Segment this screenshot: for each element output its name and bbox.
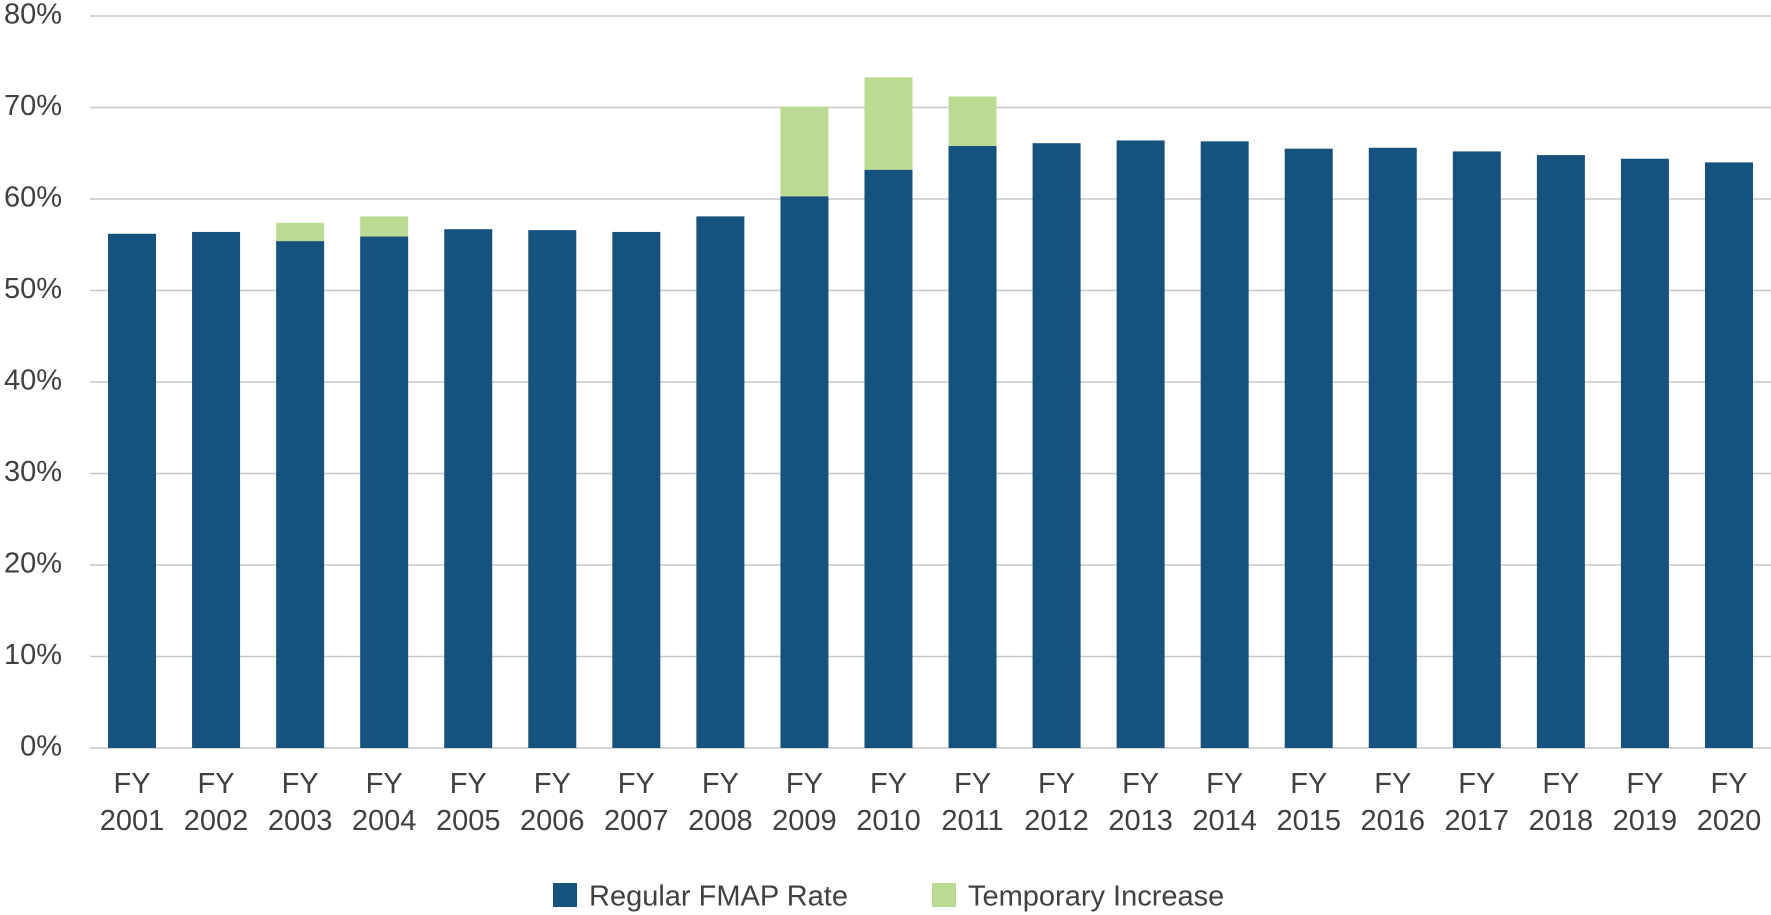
legend-swatch bbox=[553, 883, 577, 907]
bar-segment bbox=[1284, 148, 1333, 749]
bar-segment bbox=[1032, 143, 1081, 748]
x-tick-label: FY 2014 bbox=[1192, 768, 1257, 837]
x-tick-label: FY 2010 bbox=[856, 768, 921, 837]
bar-segment bbox=[1368, 147, 1417, 748]
x-tick-label: FY 2013 bbox=[1108, 768, 1173, 837]
y-tick-label: 20% bbox=[4, 548, 62, 580]
x-tick-label: FY 2006 bbox=[520, 768, 585, 837]
x-tick-label: FY 2009 bbox=[772, 768, 837, 837]
bar-segment bbox=[948, 96, 997, 146]
x-tick-label: FY 2005 bbox=[435, 768, 501, 837]
bar-segment bbox=[360, 216, 409, 237]
x-tick-label: FY 2001 bbox=[99, 768, 165, 837]
bar-segment bbox=[864, 77, 913, 170]
bar-segment bbox=[696, 216, 745, 748]
bar-segment bbox=[1536, 155, 1585, 748]
y-tick-label: 80% bbox=[4, 0, 62, 31]
bar-segment bbox=[612, 231, 661, 748]
y-tick-label: 0% bbox=[20, 731, 62, 763]
x-tick-label: FY 2016 bbox=[1360, 768, 1426, 837]
x-tick-label: FY 2011 bbox=[941, 768, 1004, 837]
y-tick-label: 40% bbox=[4, 365, 62, 397]
x-tick-label: FY 2018 bbox=[1528, 768, 1594, 837]
bar-segment bbox=[1704, 162, 1753, 748]
x-tick-label: FY 2007 bbox=[604, 768, 669, 837]
bar-segment bbox=[1116, 140, 1165, 748]
bar-segment bbox=[276, 222, 325, 242]
y-tick-label: 70% bbox=[4, 90, 62, 122]
bar-segment bbox=[360, 236, 409, 748]
x-tick-label: FY 2012 bbox=[1024, 768, 1089, 837]
x-tick-label: FY 2020 bbox=[1696, 768, 1762, 837]
bar-segment bbox=[1452, 151, 1501, 749]
x-tick-label: FY 2015 bbox=[1276, 768, 1341, 837]
x-tick-label: FY 2017 bbox=[1444, 768, 1510, 837]
bar-segment bbox=[1200, 141, 1249, 749]
y-tick-label: 60% bbox=[4, 182, 62, 214]
y-tick-label: 30% bbox=[4, 456, 62, 488]
bar-segment bbox=[528, 230, 577, 749]
bar-segment bbox=[444, 229, 493, 748]
bar-segment bbox=[192, 231, 241, 748]
bar-segment bbox=[780, 106, 829, 197]
bar-segment bbox=[108, 233, 157, 748]
legend-swatch bbox=[932, 883, 956, 907]
y-tick-label: 50% bbox=[4, 273, 62, 305]
bar-segment bbox=[948, 145, 997, 748]
legend-label: Regular FMAP Rate bbox=[589, 881, 848, 913]
x-tick-label: FY 2002 bbox=[183, 768, 249, 837]
bar-segment bbox=[276, 241, 325, 748]
bar-segment bbox=[1620, 158, 1669, 749]
legend-label: Temporary Increase bbox=[968, 881, 1224, 913]
bar-segment bbox=[780, 196, 829, 748]
y-tick-label: 10% bbox=[4, 639, 62, 671]
x-tick-label: FY 2003 bbox=[267, 768, 333, 837]
x-tick-label: FY 2004 bbox=[351, 768, 417, 837]
x-tick-label: FY 2019 bbox=[1612, 768, 1678, 837]
x-tick-label: FY 2008 bbox=[688, 768, 753, 837]
bar-segment bbox=[864, 169, 913, 749]
